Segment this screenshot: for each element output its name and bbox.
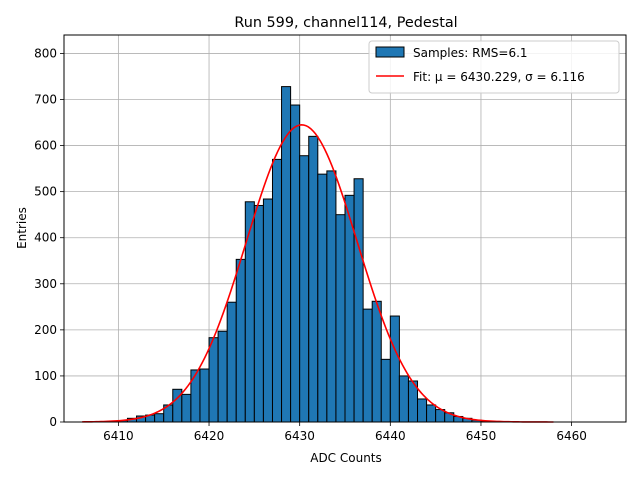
histogram-bar [181, 393, 192, 423]
x-tick-label: 6440 [375, 429, 406, 443]
histogram-bar [199, 368, 210, 423]
histogram-bar [253, 204, 264, 423]
histogram-bar [371, 300, 382, 423]
grid-lines [64, 35, 626, 423]
y-tick-label: 400 [34, 231, 57, 245]
histogram-bar [389, 315, 400, 423]
histogram-bar [217, 330, 228, 423]
fit-curve-layer [82, 124, 554, 423]
histogram-bar [235, 258, 246, 423]
histogram-bar [362, 308, 373, 423]
x-axis-ticks: 6410 6420 6430 6440 6450 6460 [103, 422, 587, 443]
histogram-bar [380, 358, 391, 423]
histogram-bar [308, 135, 319, 423]
x-tick-label: 6460 [556, 429, 587, 443]
histogram-bars [117, 86, 491, 423]
legend-samples-label: Samples: RMS=6.1 [413, 46, 528, 60]
fit-curve [82, 124, 554, 423]
histogram-bar [353, 178, 364, 423]
y-tick-label: 100 [34, 369, 57, 383]
legend-samples-swatch [375, 46, 405, 58]
histogram-bar [190, 369, 201, 423]
histogram-bar [226, 301, 237, 423]
histogram-bar [208, 337, 219, 423]
legend-fit-label: Fit: μ = 6430.229, σ = 6.116 [413, 70, 585, 84]
histogram-bar [154, 413, 165, 423]
y-axis-label: Entries [15, 207, 29, 249]
x-tick-label: 6430 [284, 429, 315, 443]
histogram-bar [299, 155, 310, 423]
histogram-bar [271, 158, 283, 423]
histogram-bar [244, 201, 255, 423]
y-axis-ticks: 0 100 200 300 400 500 600 700 800 [34, 46, 64, 429]
y-tick-label: 800 [34, 46, 57, 60]
histogram-bar [398, 375, 409, 423]
x-tick-label: 6410 [103, 429, 134, 443]
histogram-bar [335, 214, 346, 423]
x-tick-label: 6450 [466, 429, 497, 443]
y-tick-label: 200 [34, 323, 57, 337]
legend: Samples: RMS=6.1 Fit: μ = 6430.229, σ = … [368, 40, 620, 94]
y-tick-label: 0 [49, 415, 57, 429]
x-tick-label: 6420 [194, 429, 225, 443]
legend-box [368, 40, 620, 94]
histogram-bar [326, 170, 337, 423]
y-tick-label: 500 [34, 185, 57, 199]
histogram-bar [417, 398, 428, 423]
histogram-bar [317, 173, 328, 423]
y-tick-label: 700 [34, 93, 57, 107]
plot-frame [63, 34, 627, 423]
histogram-bar [290, 104, 301, 423]
histogram-bar [426, 404, 437, 423]
histogram-bar [262, 198, 273, 423]
x-axis-label: ADC Counts [310, 451, 382, 465]
y-tick-label: 300 [34, 277, 57, 291]
y-tick-label: 600 [34, 139, 57, 153]
chart-title: Run 599, channel114, Pedestal [234, 15, 457, 31]
